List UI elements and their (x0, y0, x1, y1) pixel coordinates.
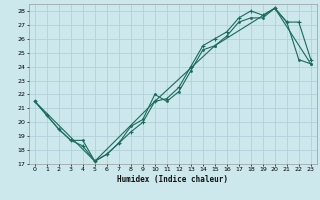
X-axis label: Humidex (Indice chaleur): Humidex (Indice chaleur) (117, 175, 228, 184)
